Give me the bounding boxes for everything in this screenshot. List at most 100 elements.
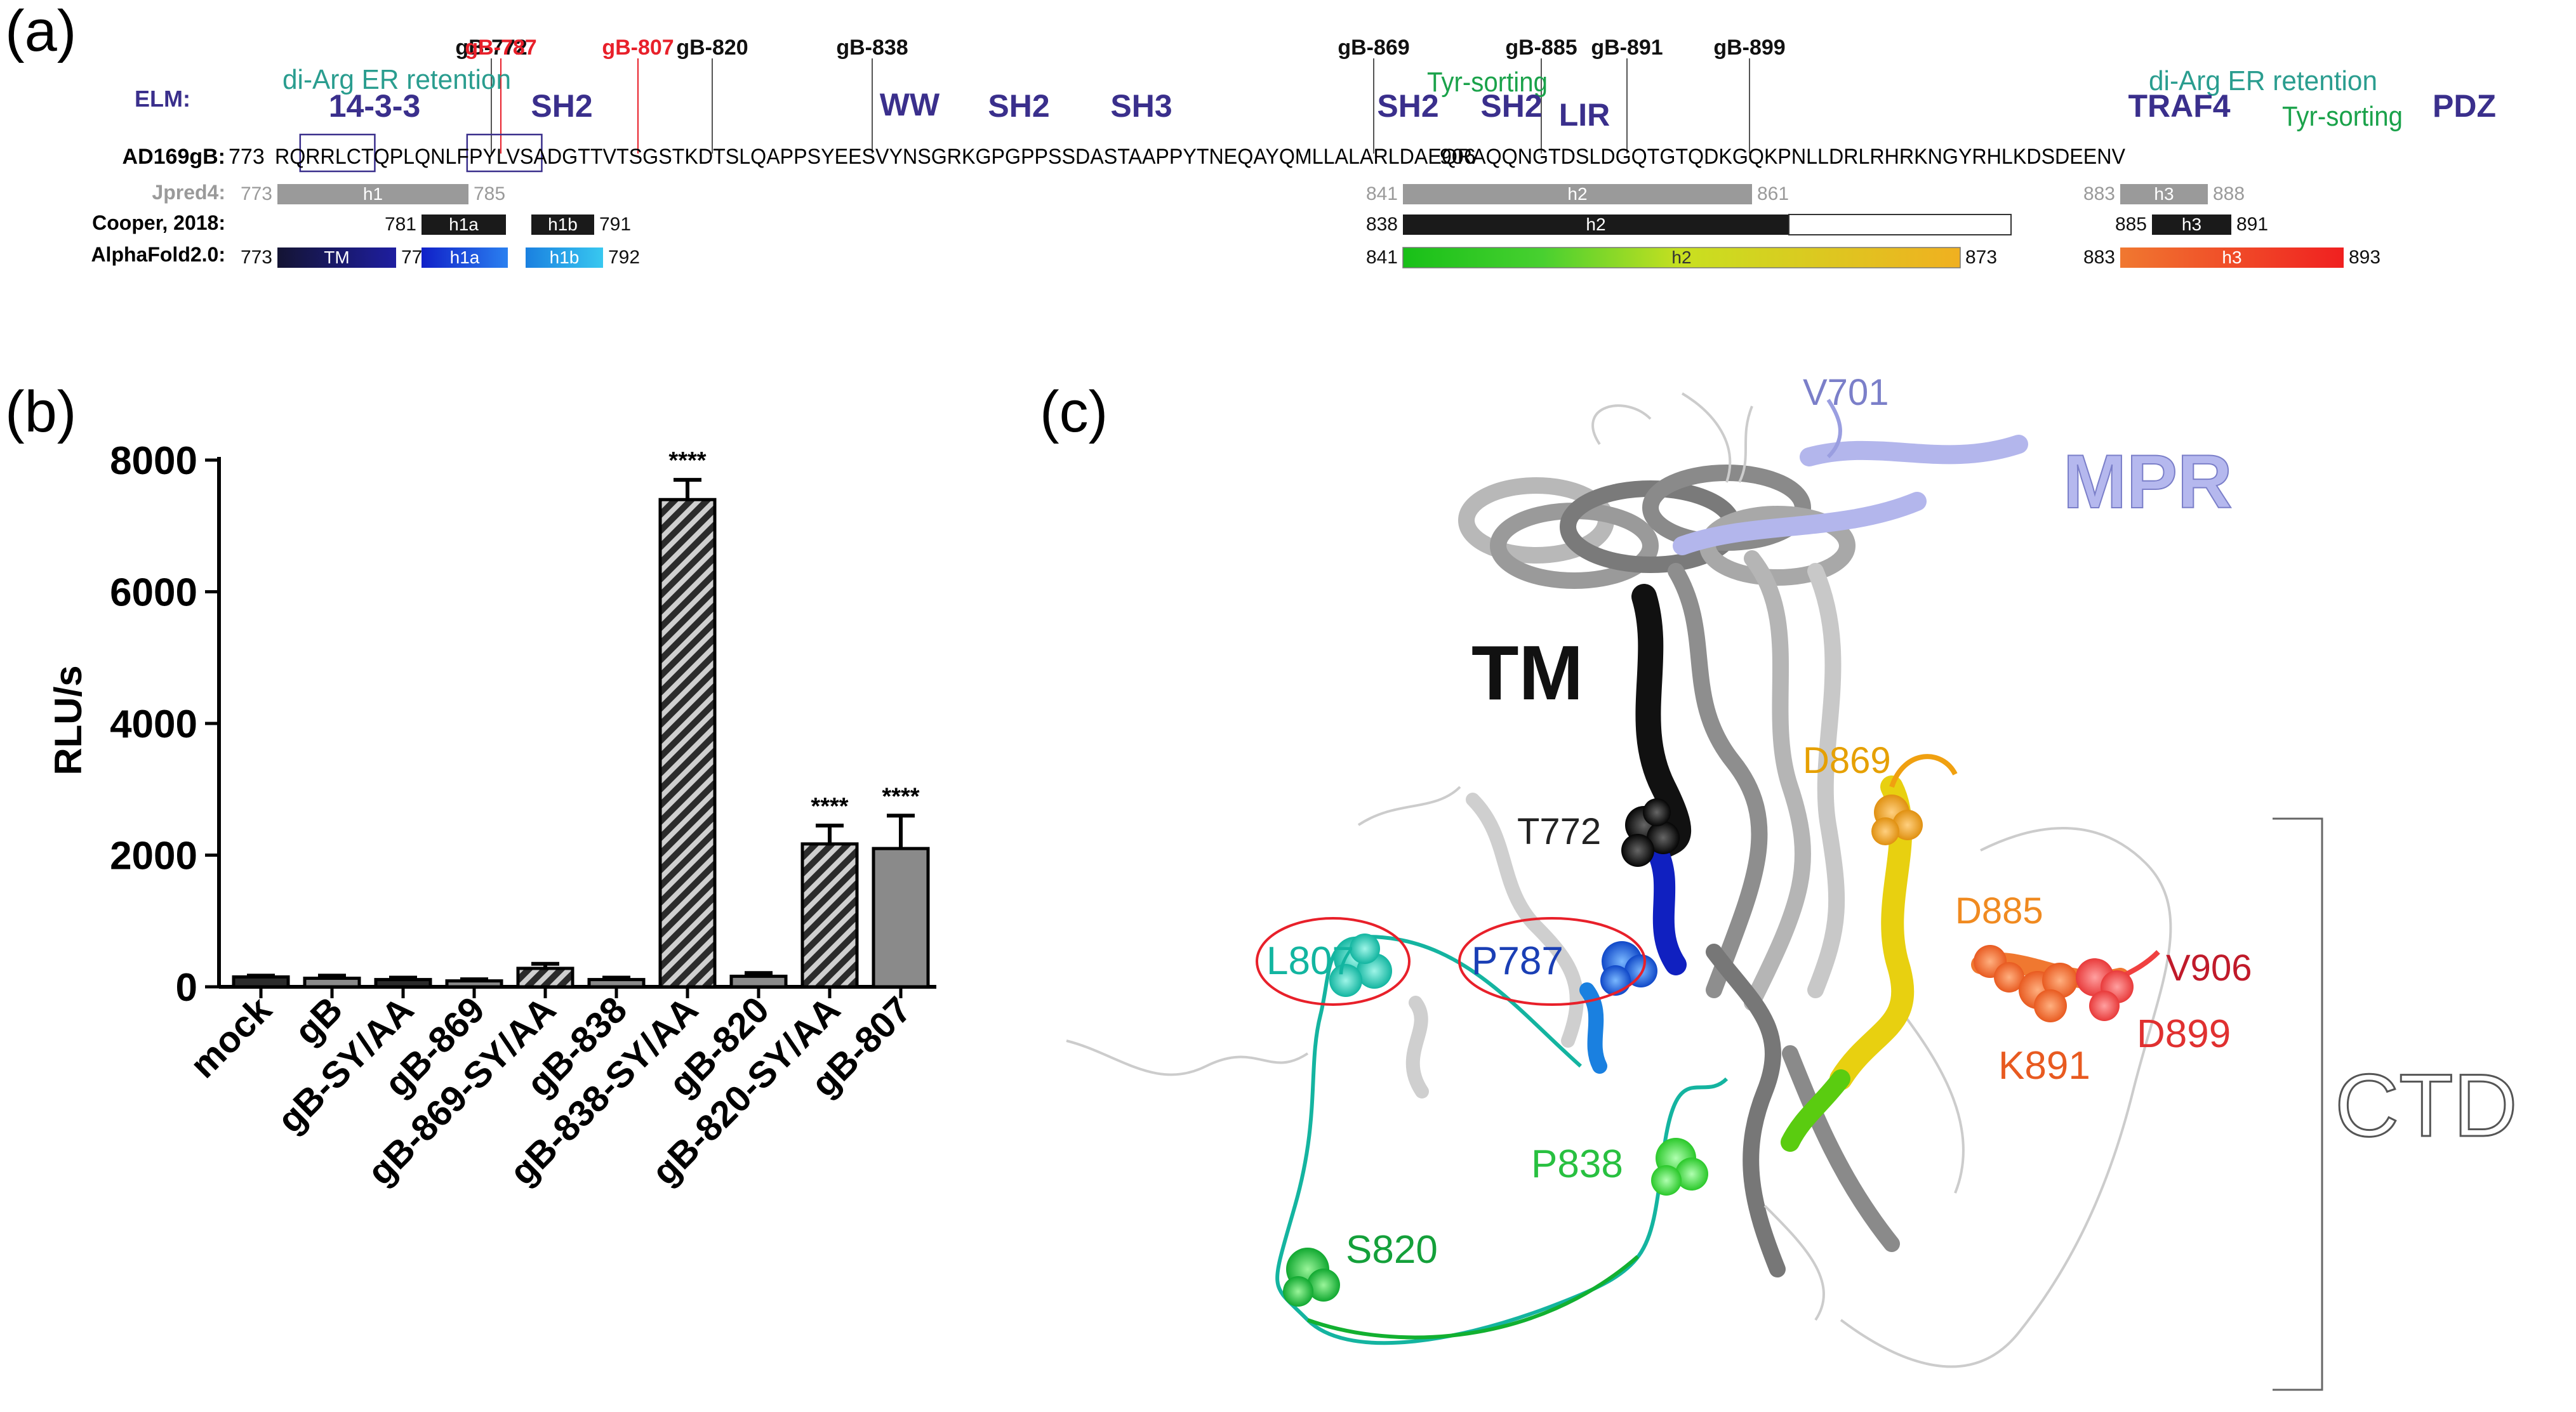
s820-spheres bbox=[1283, 1248, 1340, 1307]
motif-note: di-Arg ER retention bbox=[282, 64, 511, 95]
alphafold-helix-bar bbox=[1403, 247, 1960, 268]
l807-label: L807 bbox=[1266, 939, 1354, 983]
l807-highlight-ellipse bbox=[1256, 917, 1411, 1006]
jpred-start: 841 bbox=[1366, 183, 1398, 204]
v906-label: V906 bbox=[2166, 947, 2252, 989]
bar-gB-807 bbox=[872, 847, 930, 989]
motif-label: SH2 bbox=[1377, 88, 1438, 124]
y-tick-label: 0 bbox=[176, 966, 197, 1010]
jpred-end: 861 bbox=[1757, 183, 1789, 204]
d899-spheres bbox=[2076, 958, 2134, 1021]
motif-label: 14-3-3 bbox=[329, 88, 421, 124]
alphafold-helix-name: h1a bbox=[450, 247, 480, 267]
y-tick-label: 2000 bbox=[110, 835, 197, 878]
mpr-label: MPR bbox=[2063, 439, 2233, 524]
alphafold-h2-outline bbox=[1402, 247, 1961, 268]
cooper-helix-bar bbox=[1403, 214, 1789, 235]
ctd-bracket bbox=[2273, 817, 2323, 1391]
motif-box bbox=[299, 133, 376, 173]
l807-spheres bbox=[1329, 934, 1392, 997]
alphafold-helix-bar bbox=[277, 247, 396, 268]
motif-label: SH2 bbox=[988, 88, 1049, 124]
alphafold-start: 773 bbox=[241, 247, 272, 268]
d885-spheres bbox=[1974, 945, 2078, 1022]
elm-row-label: ELM: bbox=[135, 86, 190, 112]
marker-label: gB-891 bbox=[1591, 36, 1663, 60]
motif-note: di-Arg ER retention bbox=[2149, 65, 2377, 96]
p787-highlight-ellipse bbox=[1458, 917, 1646, 1006]
bar-mock bbox=[232, 975, 290, 989]
marker-label: gB-899 bbox=[1713, 36, 1785, 60]
t772-label: T772 bbox=[1517, 811, 1601, 852]
jpred-end: 785 bbox=[474, 183, 505, 204]
bar-gB-869-SY/AA bbox=[516, 967, 574, 989]
panel-label-b: (b) bbox=[5, 379, 76, 444]
p838-spheres bbox=[1651, 1138, 1708, 1196]
bar-gB-820 bbox=[729, 974, 788, 989]
jpred-helix-name: h1 bbox=[363, 184, 383, 204]
cooper-start: 885 bbox=[2115, 214, 2147, 235]
t772-spheres bbox=[1621, 798, 1680, 867]
marker-label: gB-807 bbox=[602, 36, 674, 60]
jpred-helix-bar bbox=[1403, 184, 1752, 204]
alphafold-end: 873 bbox=[1965, 247, 1997, 268]
alphafold-helix-bar bbox=[526, 247, 603, 268]
alphafold-helix-name: h3 bbox=[2222, 247, 2241, 267]
k891-label: K891 bbox=[1998, 1044, 2090, 1088]
bar-gB-869 bbox=[445, 979, 503, 989]
marker-label: gB-885 bbox=[1505, 36, 1577, 60]
p838-label: P838 bbox=[1531, 1142, 1623, 1186]
motif-label: PDZ bbox=[2433, 88, 2496, 124]
s820-label: S820 bbox=[1346, 1228, 1438, 1272]
motif-label: LIR bbox=[1559, 97, 1610, 133]
marker-label: gB-787 bbox=[465, 36, 536, 60]
motif-box bbox=[466, 133, 543, 173]
jpred-start: 773 bbox=[241, 183, 272, 204]
v701-label: V701 bbox=[1803, 372, 1889, 413]
sequence-end: 906 bbox=[1440, 145, 1476, 169]
jpred-start: 883 bbox=[2083, 183, 2115, 204]
cooper-helix-name: h1a bbox=[449, 214, 479, 234]
d885-label: D885 bbox=[1955, 890, 2043, 932]
cooper-helix-name: h1b bbox=[548, 214, 578, 234]
cooper-helix-name: h3 bbox=[2182, 214, 2201, 234]
marker-label: gB-869 bbox=[1338, 36, 1409, 60]
sequence-row-label: AD169gB: bbox=[123, 145, 225, 169]
panel-label-c: (c) bbox=[1040, 379, 1108, 444]
d899-label: D899 bbox=[2137, 1012, 2231, 1056]
alphafold-helix-bar bbox=[2120, 247, 2344, 268]
jpred-row-label: Jpred4: bbox=[152, 181, 225, 204]
y-tick-label: 4000 bbox=[110, 703, 197, 746]
tm-label: TM bbox=[1471, 630, 1583, 716]
bar-gB-838-SY/AA bbox=[658, 498, 717, 989]
d869-spheres bbox=[1871, 795, 1923, 845]
alphafold-start: 883 bbox=[2083, 247, 2115, 268]
cooper-helix-bar bbox=[531, 214, 594, 235]
cooper-h2-extension bbox=[1788, 214, 2012, 235]
marker-label: gB-820 bbox=[676, 36, 748, 60]
alphafold-helix-name: h1b bbox=[550, 247, 580, 267]
cooper-end: 891 bbox=[2236, 214, 2268, 235]
cooper-helix-bar bbox=[422, 214, 506, 235]
elm-motifs: 14-3-3 SH2 WW SH2 SH3 SH2 SH2 LIR TRAF4 PDZ bbox=[299, 87, 2496, 173]
motif-note: Tyr-sorting bbox=[2282, 101, 2403, 132]
cooper-helix-name: h2 bbox=[1586, 214, 1605, 234]
alphafold-helix-name: TM bbox=[324, 247, 349, 267]
jpred-helix-name: h3 bbox=[2154, 184, 2174, 204]
marker-label: gB-772 bbox=[455, 36, 527, 60]
ctd-label: CTD bbox=[2335, 1055, 2518, 1155]
bar-gB-SY/AA bbox=[374, 978, 432, 989]
jpred-helix-bar bbox=[277, 184, 468, 204]
panel-c-structure: (c) bbox=[1040, 372, 2518, 1391]
protein-structure-cartoon bbox=[1066, 392, 2323, 1391]
jpred-end: 888 bbox=[2213, 183, 2245, 204]
jpred-helix-bar bbox=[2120, 184, 2208, 204]
bar-gB bbox=[303, 977, 361, 989]
marker-label: gB-838 bbox=[836, 36, 908, 60]
sequence-start: 773 bbox=[229, 145, 265, 169]
significance-mark: **** bbox=[811, 793, 848, 820]
bar-gB-838 bbox=[587, 978, 646, 989]
